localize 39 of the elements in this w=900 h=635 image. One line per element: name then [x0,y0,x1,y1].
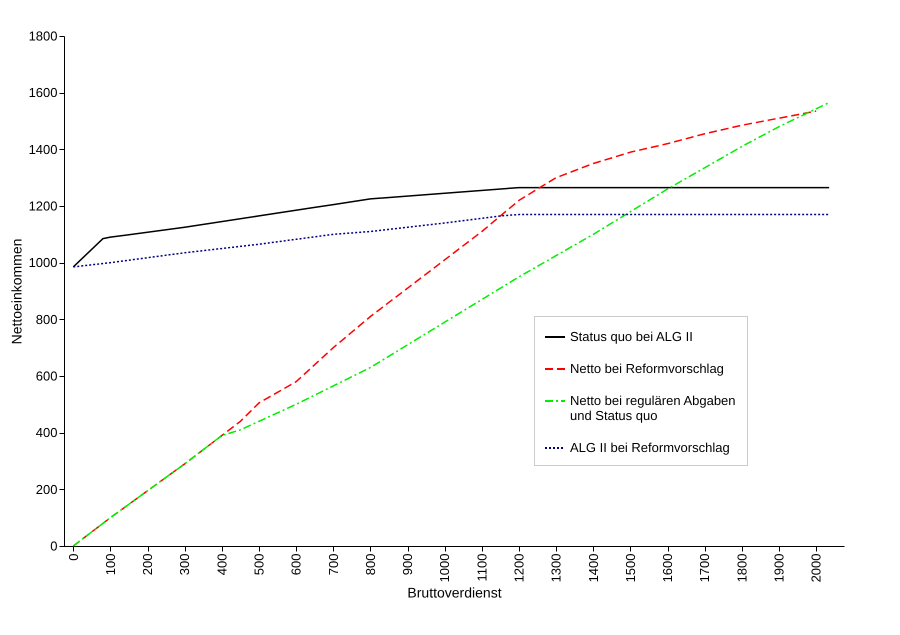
x-tick-label: 2000 [808,554,824,582]
x-tick-label: 1900 [772,554,786,582]
x-tick-label: 1600 [660,554,676,582]
x-tick-label: 0 [66,554,81,561]
x-tick-label: 1400 [586,554,601,582]
y-tick-label: 200 [36,482,58,497]
y-tick-label: 400 [36,425,58,440]
x-tick-label: 200 [140,554,156,576]
y-axis-title: Nettoeinkommen [8,238,25,344]
x-axis-title: Bruttoverdienst [407,584,502,600]
x-tick-label: 300 [177,554,192,576]
x-tick-label: 800 [362,554,378,576]
x-tick-label: 1200 [512,554,526,582]
x-tick-label: 1800 [734,554,750,582]
x-tick-label: 500 [252,554,266,576]
legend-label: Netto bei regulären Abgaben und Status quo [570,393,736,423]
legend-label: Status quo bei ALG II [570,329,693,344]
legend-label: ALG II bei Reformvorschlag [570,440,730,455]
x-tick-label: 700 [326,554,341,576]
x-tick-label: 1500 [622,554,638,582]
y-tick-label: 0 [50,538,58,554]
x-tick-label: 100 [102,554,118,576]
x-tick-label: 1700 [697,554,712,582]
x-tick-label: 1000 [437,554,452,582]
legend-label: Netto bei Reformvorschlag [570,361,724,376]
line-series [72,214,830,268]
y-tick-label: 1800 [28,28,58,44]
line-series [72,186,830,268]
x-tick-label: 900 [400,554,416,576]
y-tick-label: 1400 [28,142,58,157]
y-tick-label: 1200 [28,198,58,214]
x-tick-label: 400 [214,554,230,576]
x-tick-label: 1300 [548,554,564,582]
y-tick-label: 800 [36,312,58,327]
y-tick-label: 1000 [28,255,58,270]
y-tick-label: 1600 [28,85,58,100]
x-tick-label: 600 [288,554,304,576]
x-tick-label: 1100 [474,554,490,582]
y-tick-label: 600 [36,368,58,384]
